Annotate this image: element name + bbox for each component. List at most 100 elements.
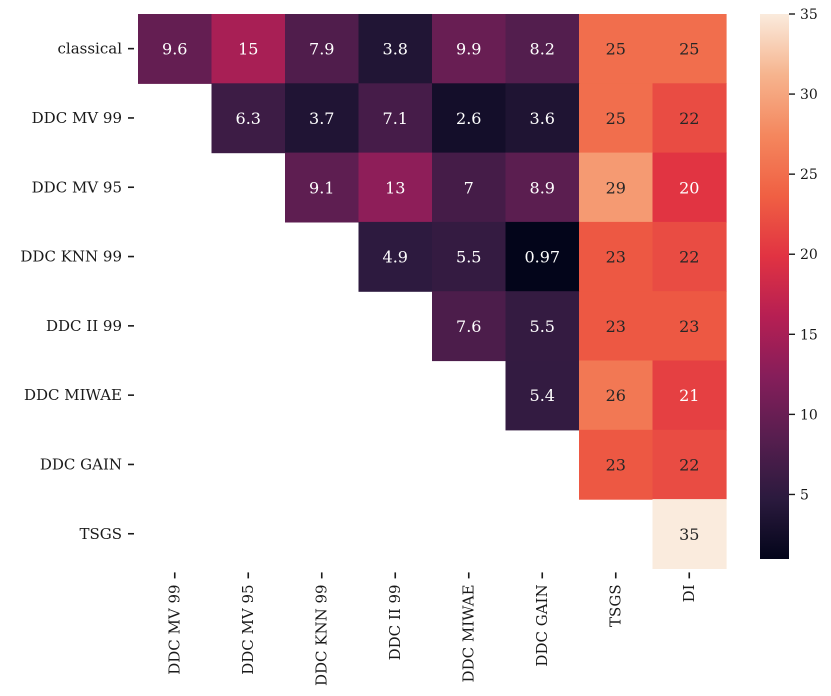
cell-value-label: 35 (679, 525, 699, 544)
y-tick-label: DDC MV 95 (32, 178, 122, 196)
y-tick-label: DDC GAIN (40, 455, 122, 473)
heatmap-cell (652, 152, 727, 223)
y-tick-label: classical (58, 40, 123, 58)
heatmap-cell (579, 291, 654, 362)
heatmap-cell (505, 221, 580, 292)
cell-value-label: 9.6 (162, 40, 187, 59)
cell-value-label: 5.5 (456, 248, 481, 267)
colorbar-tick-label: 30 (800, 87, 818, 103)
cell-value-label: 9.9 (456, 40, 481, 59)
cell-value-label: 22 (679, 455, 699, 474)
cell-value-label: 23 (606, 455, 626, 474)
heatmap-cell (579, 83, 654, 154)
cell-value-label: 23 (606, 248, 626, 267)
colorbar-ticks: 5 10 15 20 25 30 35 (789, 7, 818, 503)
heatmap-cell (652, 429, 727, 500)
heatmap-cell (211, 83, 286, 154)
y-axis: classical DDC MV 99 DDC MV 95 DDC KNN 99 DDC… (20, 40, 134, 543)
heatmap-cell (358, 83, 433, 154)
cell-value-label: 25 (679, 40, 699, 59)
cell-value-label: 21 (679, 386, 699, 405)
heatmap-cell (579, 152, 654, 223)
y-tick-label: DDC MV 99 (32, 109, 122, 127)
heatmap-cell (358, 14, 433, 84)
heatmap-cell (285, 14, 360, 84)
x-tick-label: DDC GAIN (533, 584, 551, 666)
heatmap-cell (505, 291, 580, 362)
heatmap-cell (505, 83, 580, 154)
heatmap-cell (652, 83, 727, 154)
heatmap-cell (579, 429, 654, 500)
y-tick-label: TSGS (79, 525, 122, 543)
heatmap-cell (579, 221, 654, 292)
heatmap-cell (432, 291, 507, 362)
cell-value-label: 3.8 (383, 40, 408, 59)
y-tick-label: DDC KNN 99 (20, 248, 122, 266)
colorbar: 5 10 15 20 25 30 35 (760, 7, 818, 559)
heatmap-cell (505, 14, 580, 84)
heatmap-cell (138, 14, 213, 84)
x-tick-label: DDC MV 99 (166, 584, 184, 674)
cell-value-label: 7.9 (309, 40, 334, 59)
cell-value-label: 15 (238, 40, 258, 59)
cell-value-label: 2.6 (456, 109, 481, 128)
heatmap-cell (652, 291, 727, 362)
cell-value-label: 9.1 (309, 178, 334, 197)
cell-value-label: 13 (385, 178, 405, 197)
x-tick-label: TSGS (607, 584, 625, 627)
cell-value-label: 23 (606, 317, 626, 336)
cell-value-label: 20 (679, 178, 699, 197)
colorbar-tick-label: 35 (800, 7, 818, 23)
heatmap-cell (652, 14, 727, 84)
cell-value-label: 6.3 (236, 109, 261, 128)
colorbar-tick-label: 25 (800, 167, 818, 183)
colorbar-tick-label: 5 (800, 487, 809, 503)
cell-value-label: 7.6 (456, 317, 481, 336)
cell-value-label: 7 (464, 178, 474, 197)
heatmap-cell (358, 152, 433, 223)
heatmap-cell (505, 360, 580, 431)
x-tick-label: DDC MIWAE (460, 584, 478, 682)
cell-value-label: 4.9 (383, 248, 408, 267)
x-tick-label: DDC KNN 99 (313, 584, 331, 686)
heatmap-cell (652, 499, 727, 569)
cell-value-label: 0.97 (524, 248, 560, 267)
heatmap-cell (579, 14, 654, 84)
heatmap-cell (579, 360, 654, 431)
heatmap-cell (432, 83, 507, 154)
cell-value-label: 29 (606, 178, 626, 197)
x-tick-label: DDC II 99 (386, 584, 404, 660)
heatmap-cell (432, 14, 507, 84)
cell-value-label: 22 (679, 109, 699, 128)
y-tick-label: DDC II 99 (46, 317, 122, 335)
colorbar-gradient (760, 14, 789, 559)
cell-value-label: 25 (606, 109, 626, 128)
cell-value-label: 26 (606, 386, 626, 405)
cell-value-label: 3.6 (530, 109, 555, 128)
y-tick-label: DDC MIWAE (24, 386, 122, 404)
heatmap-cell (432, 152, 507, 223)
cell-value-label: 8.2 (530, 40, 555, 59)
cell-value-label: 23 (679, 317, 699, 336)
heatmap-cell (285, 83, 360, 154)
heatmap-cell (358, 221, 433, 292)
heatmap-cell (211, 14, 286, 84)
heatmap-cell (652, 360, 727, 431)
colorbar-tick-label: 20 (800, 247, 818, 263)
cell-value-label: 22 (679, 248, 699, 267)
heatmap-cells: 9.6 15 7.9 3.8 9.9 8.2 25 25 6.3 3.7 7.1 2.6 3.6 25 22… (138, 14, 727, 569)
heatmap-cell (285, 152, 360, 223)
cell-value-label: 5.4 (530, 386, 555, 405)
cell-value-label: 7.1 (383, 109, 408, 128)
colorbar-tick-label: 15 (800, 327, 818, 343)
cell-value-label: 25 (606, 40, 626, 59)
x-tick-label: DDC MV 95 (239, 584, 257, 674)
heatmap-cell (505, 152, 580, 223)
x-axis: DDC MV 99 DDC MV 95 DDC KNN 99 DDC II 99 DDC… (166, 572, 698, 686)
x-tick-label: DI (680, 584, 698, 602)
heatmap-cell (432, 221, 507, 292)
cell-value-label: 5.5 (530, 317, 555, 336)
cell-value-label: 3.7 (309, 109, 334, 128)
cell-value-label: 8.9 (530, 178, 555, 197)
